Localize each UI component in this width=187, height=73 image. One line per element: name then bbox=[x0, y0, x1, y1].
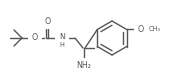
Text: H: H bbox=[60, 42, 65, 48]
Text: NH₂: NH₂ bbox=[76, 61, 91, 71]
Text: CH₃: CH₃ bbox=[149, 26, 161, 32]
Text: O: O bbox=[138, 25, 144, 34]
Text: O: O bbox=[32, 34, 38, 42]
Text: O: O bbox=[44, 16, 50, 25]
Text: N: N bbox=[59, 34, 65, 42]
